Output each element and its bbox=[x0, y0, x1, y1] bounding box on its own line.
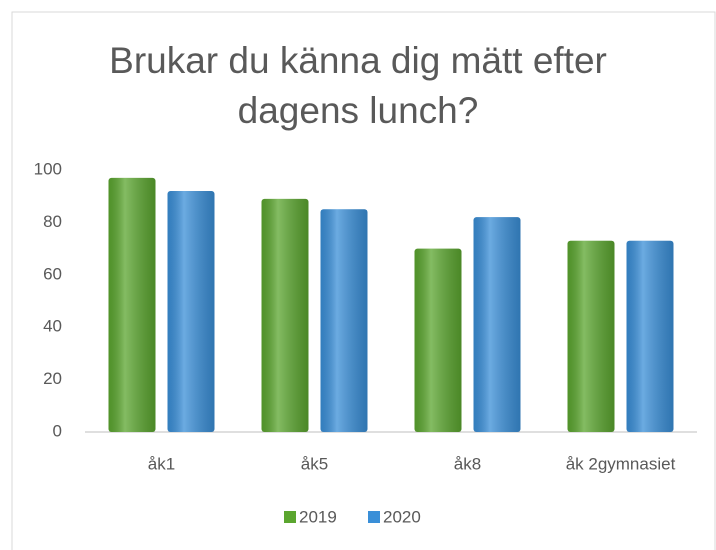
bar-shine bbox=[626, 240, 674, 432]
bar-shine bbox=[108, 177, 156, 432]
bar-shine bbox=[320, 209, 368, 432]
x-tick-label: åk8 bbox=[454, 454, 481, 473]
bar-shine bbox=[567, 240, 615, 432]
x-tick-label: åk5 bbox=[301, 454, 328, 473]
y-tick-label: 60 bbox=[43, 264, 62, 283]
y-tick-label: 20 bbox=[43, 369, 62, 388]
x-tick-label: åk 2gymnasiet bbox=[566, 454, 676, 473]
y-tick-label: 100 bbox=[34, 159, 62, 178]
chart-title: Brukar du känna dig mätt efter dagens lu… bbox=[109, 40, 607, 131]
legend-swatch bbox=[368, 511, 380, 523]
y-tick-label: 80 bbox=[43, 212, 62, 231]
legend-label: 2019 bbox=[299, 507, 337, 526]
bar-shine bbox=[167, 190, 215, 432]
x-tick-label: åk1 bbox=[148, 454, 175, 473]
legend-label: 2020 bbox=[383, 507, 421, 526]
bar-shine bbox=[414, 248, 462, 432]
y-tick-label: 0 bbox=[53, 421, 62, 440]
legend-swatch bbox=[284, 511, 296, 523]
bar-shine bbox=[473, 217, 521, 432]
y-tick-label: 40 bbox=[43, 317, 62, 336]
bar-shine bbox=[261, 198, 309, 432]
